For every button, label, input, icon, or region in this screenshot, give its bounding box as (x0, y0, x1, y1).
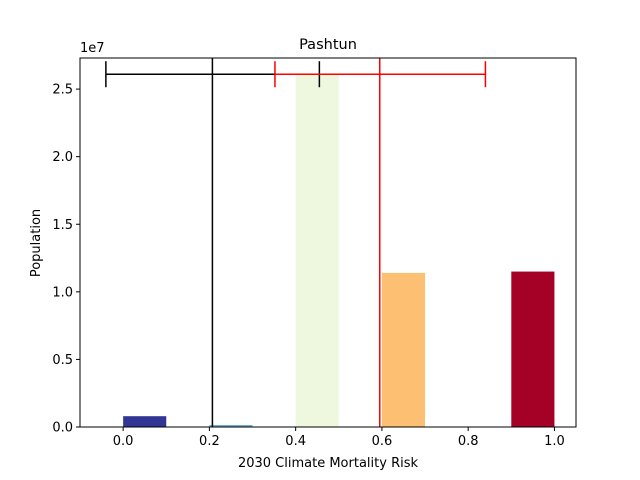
x-axis-label: 2030 Climate Mortality Risk (238, 456, 419, 471)
x-tick-label-5: 1.0 (544, 434, 565, 449)
y-tick-label-2: 1.0 (52, 285, 73, 300)
x-tick-label-4: 0.8 (458, 434, 479, 449)
y-tick-label-0: 0.0 (52, 421, 73, 436)
reference-lines-layer (105, 58, 487, 427)
x-tick-label-0: 0.0 (113, 434, 134, 449)
y-axis-label: Population (29, 209, 44, 277)
bar-0 (123, 416, 167, 427)
chart-title: Pashtun (299, 37, 357, 53)
plot-frame (79, 57, 577, 428)
y-multiplier-label: 1e7 (80, 41, 105, 56)
x-tick-label-1: 0.2 (199, 434, 220, 449)
x-tick-label-2: 0.4 (285, 434, 306, 449)
bar-2 (295, 74, 339, 427)
y-tick-label-4: 2.0 (52, 150, 73, 165)
y-ticks-layer: 0.0 0.5 1.0 1.5 2.0 2.5 (52, 83, 80, 436)
y-tick-label-3: 1.5 (52, 218, 73, 233)
x-ticks-layer: 0.0 0.2 0.4 0.6 0.8 1.0 (113, 427, 565, 449)
bars-layer (123, 74, 555, 427)
bar-4 (511, 271, 555, 427)
reference-line-group-1 (274, 58, 487, 427)
x-tick-label-3: 0.6 (372, 434, 393, 449)
bar-3 (381, 272, 426, 427)
y-tick-label-1: 0.5 (52, 353, 73, 368)
bar-1 (209, 424, 253, 427)
reference-line-group-0 (105, 58, 321, 427)
y-tick-label-5: 2.5 (52, 83, 73, 98)
